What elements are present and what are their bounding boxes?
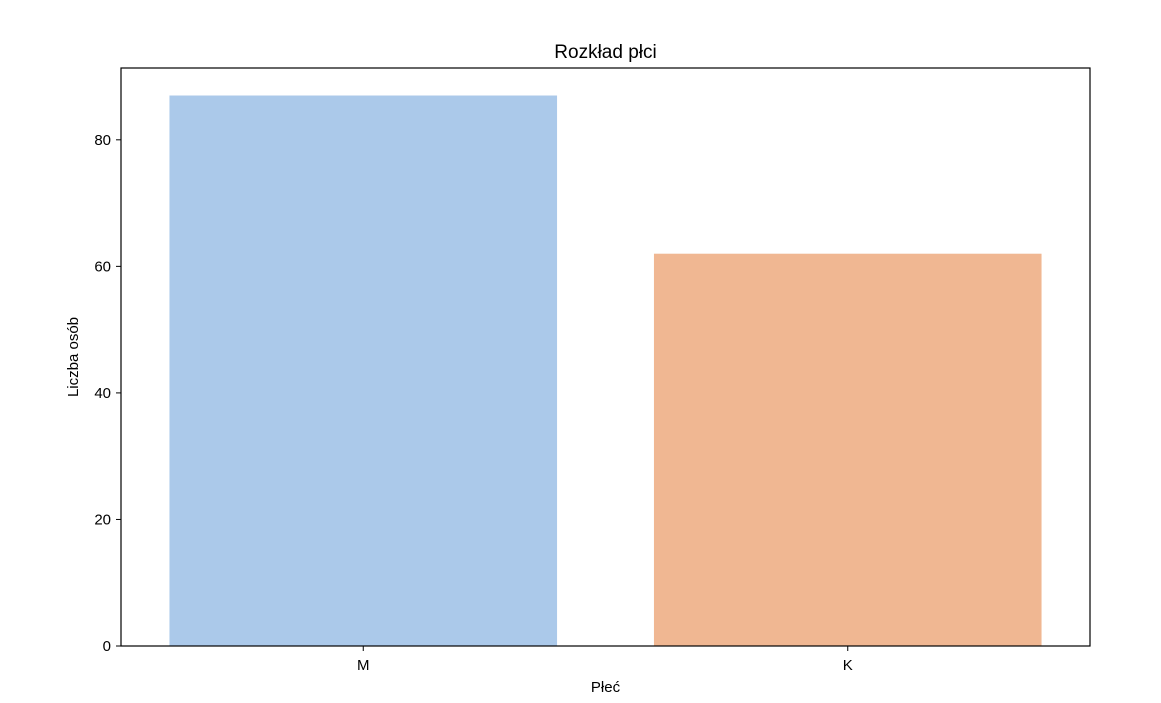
plot-frame xyxy=(120,67,1091,647)
bar-m xyxy=(169,95,558,646)
x-tick-label-m: M xyxy=(357,657,370,674)
bar-k xyxy=(653,253,1042,646)
y-tick-label-0: 0 xyxy=(103,638,111,655)
y-tick-label-60: 60 xyxy=(94,258,111,275)
y-axis: 0 20 40 60 80 xyxy=(94,132,121,655)
x-tick-label-k: K xyxy=(843,657,853,674)
y-tick-label-80: 80 xyxy=(94,132,111,149)
chart-title: Rozkład płci xyxy=(554,42,656,63)
y-tick-label-20: 20 xyxy=(94,511,111,528)
bars-layer xyxy=(169,95,1042,646)
x-axis-label: Płeć xyxy=(591,679,621,696)
y-axis-label: Liczba osób xyxy=(65,317,82,397)
y-tick-label-40: 40 xyxy=(94,385,111,402)
